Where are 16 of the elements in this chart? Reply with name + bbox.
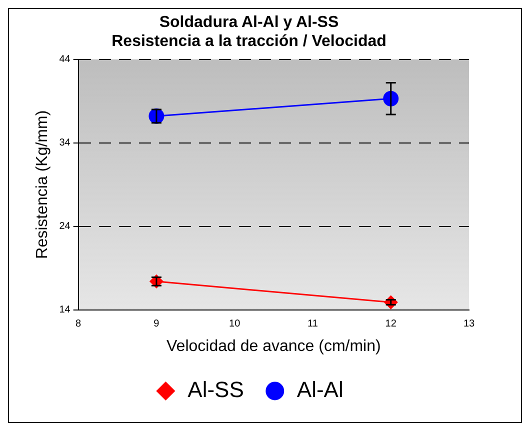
x-axis-title: Velocidad de avance (cm/min): [166, 338, 381, 355]
x-tick-label: 10: [229, 318, 241, 330]
y-tick-label: 44: [59, 54, 71, 66]
x-tick-label: 13: [463, 318, 475, 330]
y-axis-title: Resistencia (Kg/mm): [34, 110, 52, 259]
x-tick-label: 8: [76, 318, 82, 330]
x-tick-label: 11: [308, 318, 318, 330]
y-tick-label: 24: [59, 221, 71, 232]
x-tick-label: 12: [385, 318, 397, 330]
chart-subtitle: Resistencia a la tracción / Velocidad: [112, 33, 386, 50]
legend-label: Al-Al: [296, 377, 344, 402]
y-tick-label: 34: [59, 138, 71, 149]
legend-label: Al-SS: [188, 377, 244, 402]
y-tick-label: 14: [59, 304, 71, 316]
chart-title: Soldadura Al-Al y Al-SS: [159, 14, 339, 32]
x-tick-label: 9: [154, 318, 160, 330]
